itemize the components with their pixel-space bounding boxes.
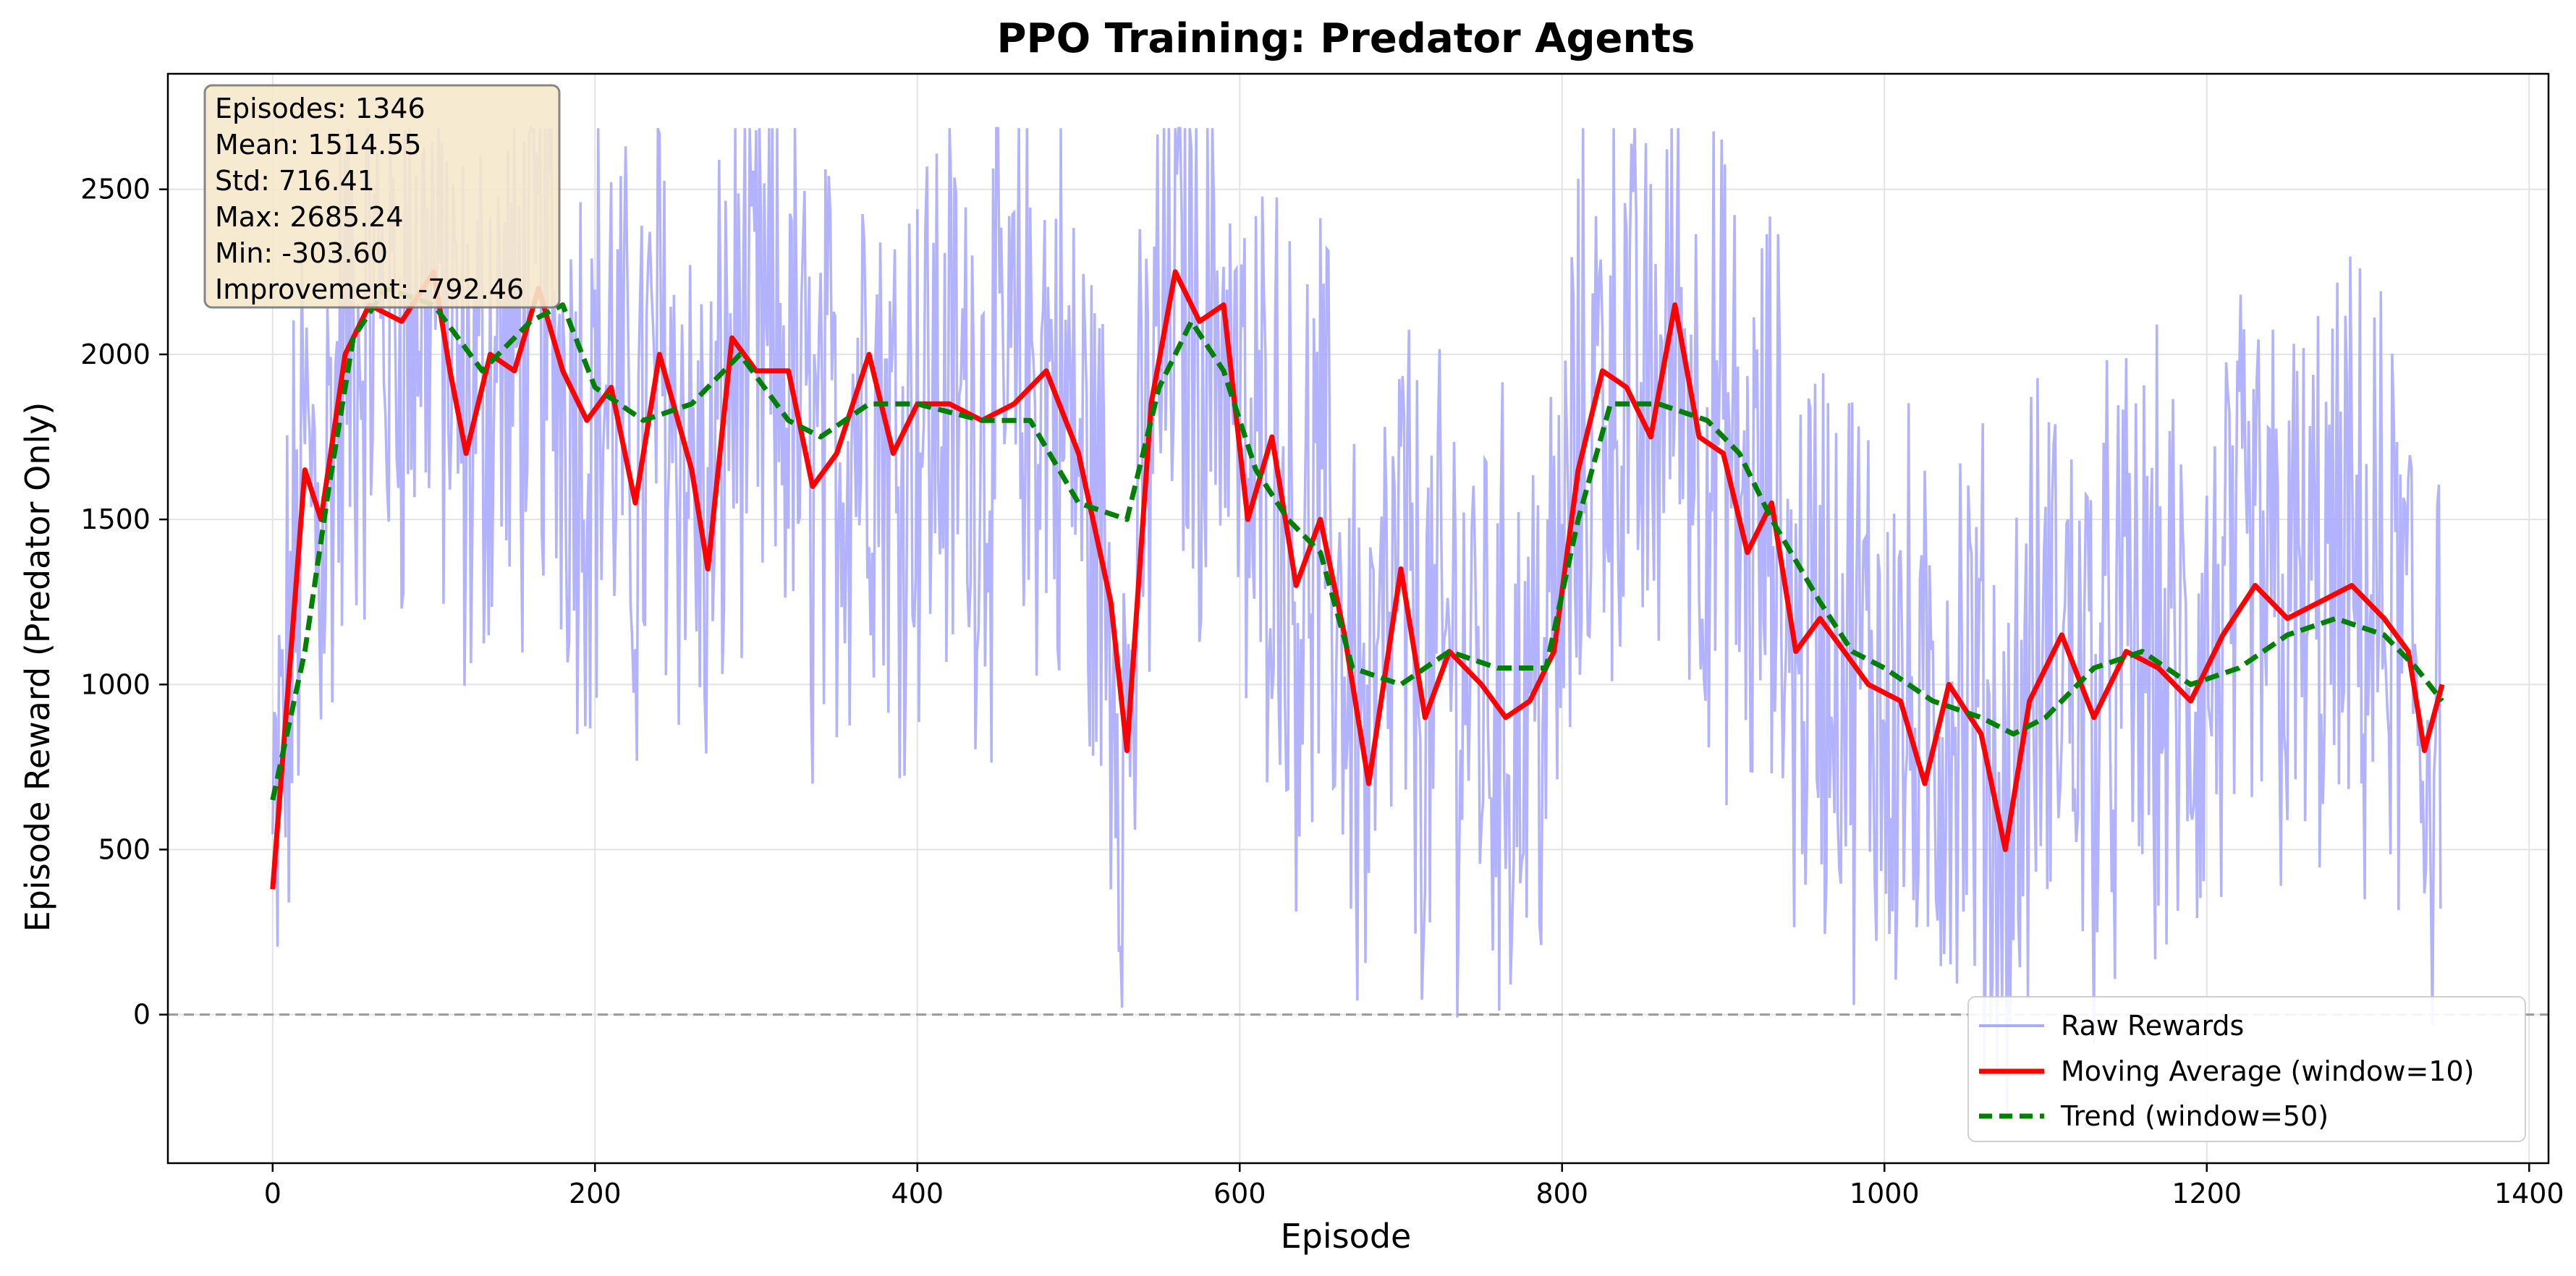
plot-frame <box>166 72 2550 1165</box>
legend-moving-average-label: Moving Average (window=10) <box>2061 1055 2475 1087</box>
stats-box-background <box>203 84 561 309</box>
y-axis-label: Episode Reward (Predator Only) <box>18 402 57 932</box>
x-axis-ticks: 0 200 400 600 800 1000 1200 1400 <box>264 1163 2564 1209</box>
y-axis-ticks: 0 500 1000 1500 2000 2500 <box>80 174 168 1031</box>
legend-raw-label: Raw Rewards <box>2061 1010 2244 1042</box>
stats-improvement: Improvement: -792.46 <box>215 273 524 305</box>
x-tick-label: 400 <box>891 1178 944 1209</box>
trend-line <box>270 286 2444 801</box>
stats-std: Std: 716.41 <box>215 165 375 197</box>
x-tick-label: 1400 <box>2494 1178 2564 1209</box>
legend: Raw Rewards Moving Average (window=10) T… <box>1967 996 2526 1142</box>
chart-title: PPO Training: Predator Agents <box>997 15 1695 62</box>
y-tick-label: 2500 <box>80 174 151 205</box>
x-tick-label: 800 <box>1536 1178 1589 1209</box>
x-tick-label: 1200 <box>2172 1178 2242 1209</box>
stats-max: Max: 2685.24 <box>215 201 404 233</box>
raw-rewards-line <box>271 124 2442 1115</box>
y-tick-label: 1500 <box>80 503 151 535</box>
legend-background <box>1967 996 2526 1142</box>
trend-series <box>270 286 2444 801</box>
y-tick-label: 0 <box>133 999 151 1031</box>
stats-min: Min: -303.60 <box>215 237 388 269</box>
x-tick-label: 0 <box>264 1178 281 1209</box>
legend-trend-label: Trend (window=50) <box>2060 1100 2329 1132</box>
stats-episodes: Episodes: 1346 <box>215 93 425 124</box>
raw-rewards-series <box>271 124 2442 1115</box>
stats-box: Episodes: 1346 Mean: 1514.55 Std: 716.41… <box>203 84 561 309</box>
stats-mean: Mean: 1514.55 <box>215 129 422 161</box>
y-tick-label: 2000 <box>80 339 151 370</box>
x-axis-label: Episode <box>1281 1217 1412 1256</box>
y-tick-label: 500 <box>98 833 151 865</box>
x-tick-label: 200 <box>569 1178 622 1209</box>
y-tick-label: 1000 <box>80 668 151 700</box>
x-tick-label: 600 <box>1213 1178 1266 1209</box>
x-tick-label: 1000 <box>1850 1178 1920 1209</box>
